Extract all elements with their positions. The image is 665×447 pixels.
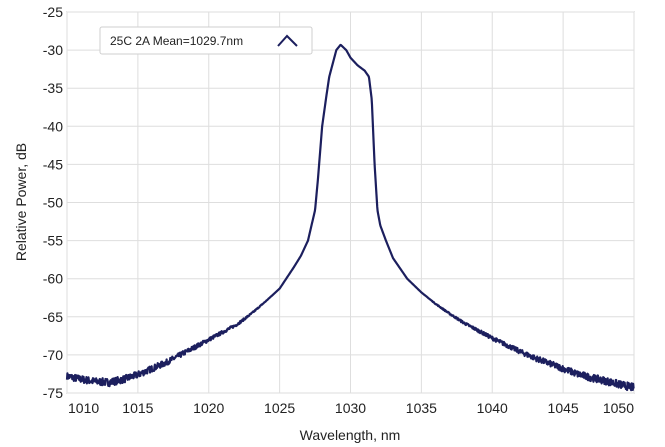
y-tick-label: -30 xyxy=(43,42,63,58)
legend-box xyxy=(99,26,313,55)
x-tick-label: 1015 xyxy=(122,400,153,416)
x-tick-label: 1030 xyxy=(335,400,366,416)
x-tick-label: 1035 xyxy=(406,400,437,416)
legend[interactable]: 25C 2A Mean=1029.7nm xyxy=(99,26,313,55)
legend-line-swatch xyxy=(277,34,298,47)
x-tick-label: 1040 xyxy=(477,400,508,416)
spectrum-series-line xyxy=(65,43,635,392)
y-tick-label: -65 xyxy=(43,309,63,325)
y-tick-label: -40 xyxy=(43,118,63,134)
y-tick-label: -45 xyxy=(43,156,63,172)
y-tick-label: -75 xyxy=(43,385,63,401)
legend-label: 25C 2A Mean=1029.7nm xyxy=(110,34,243,48)
x-tick-label: 1045 xyxy=(548,400,579,416)
y-axis-label: Relative Power, dB xyxy=(13,143,29,261)
x-tick-label: 1010 xyxy=(68,400,99,416)
y-tick-label: -50 xyxy=(43,195,63,211)
grid-lines xyxy=(66,11,635,394)
y-tick-label: -35 xyxy=(43,80,63,96)
y-tick-label: -70 xyxy=(43,347,63,363)
y-tick-label: -55 xyxy=(43,233,63,249)
y-tick-labels: -25 -30 -35 -40 -45 -50 -55 -60 -65 -70 -75 xyxy=(43,4,63,401)
x-tick-label: 1025 xyxy=(264,400,295,416)
x-tick-labels: 1010 1015 1020 1025 1030 1035 1040 1045 1050 xyxy=(68,400,634,416)
y-tick-label: -60 xyxy=(43,271,63,287)
x-axis-label: Wavelength, nm xyxy=(300,427,401,443)
y-tick-label: -25 xyxy=(43,4,63,20)
x-tick-label: 1020 xyxy=(193,400,224,416)
x-tick-label: 1050 xyxy=(603,400,634,416)
